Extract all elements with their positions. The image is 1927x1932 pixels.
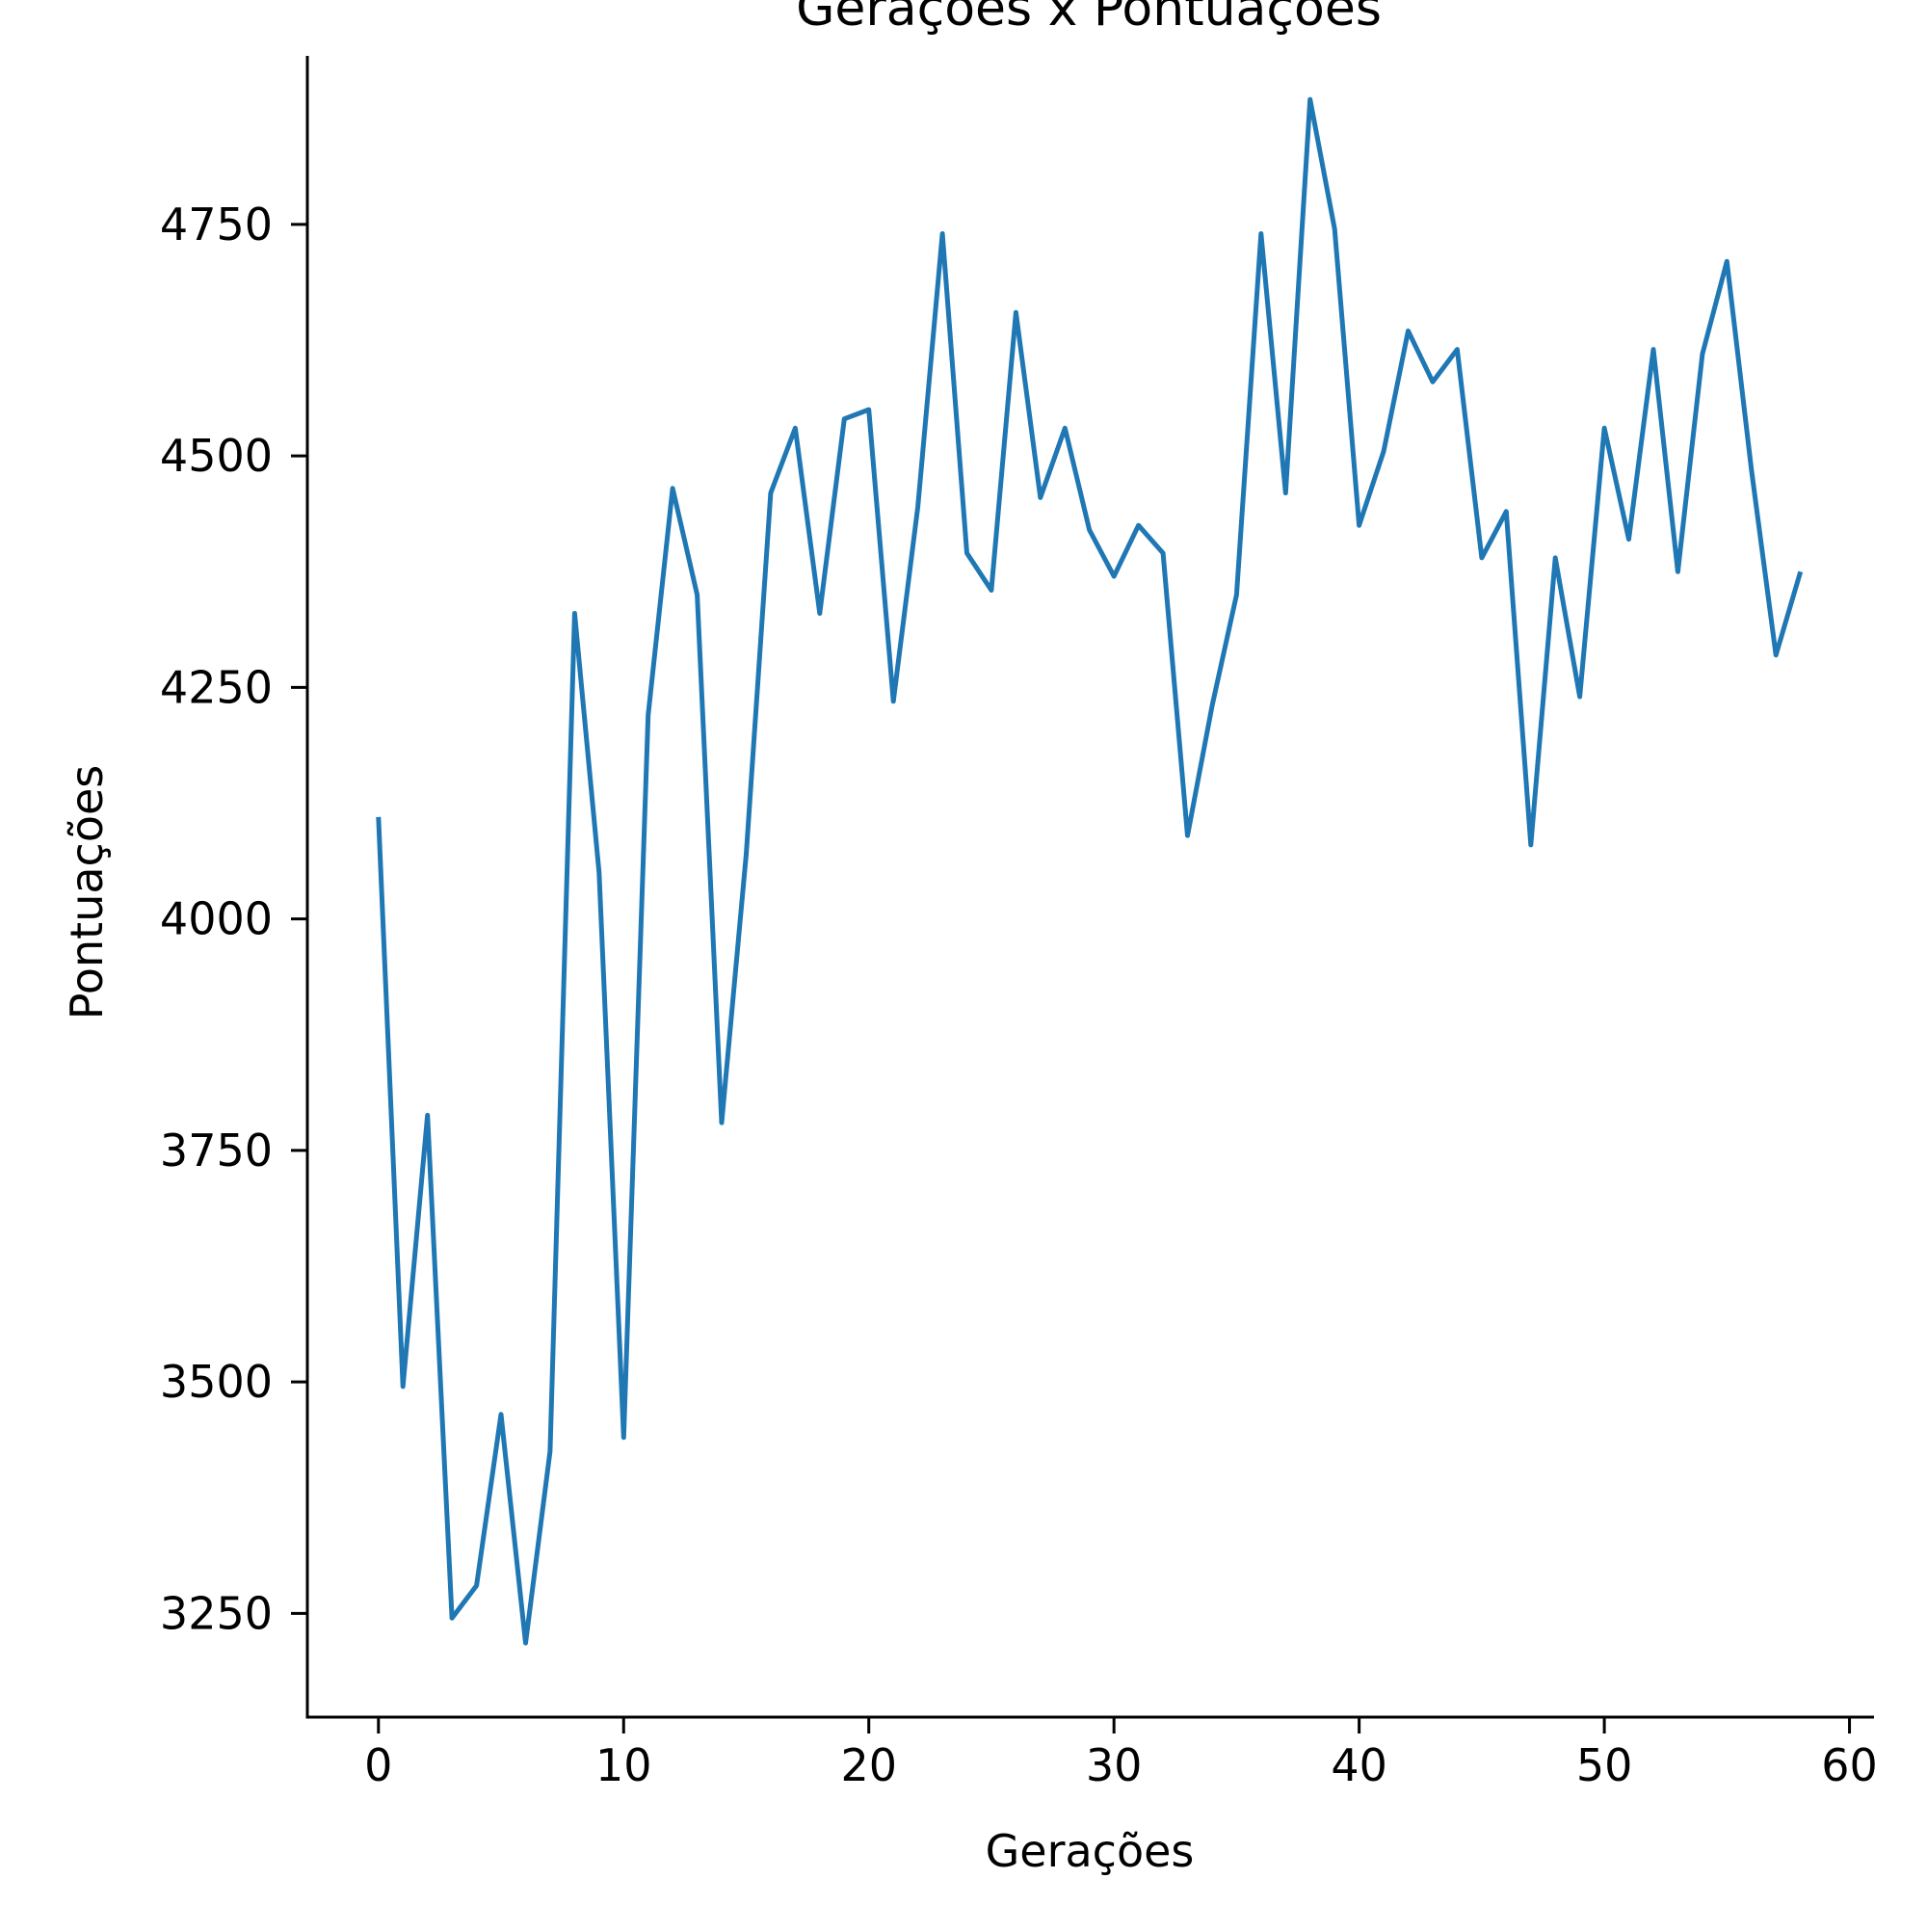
x-axis-label: Gerações [986, 1825, 1195, 1877]
chart-title: Gerações x Pontuações [796, 0, 1382, 38]
y-tick-label: 3500 [160, 1356, 273, 1408]
y-axis-label: Pontuações [61, 765, 113, 1019]
x-tick-label: 40 [1331, 1739, 1387, 1791]
y-tick-label: 3750 [160, 1125, 273, 1177]
y-tick-label: 4500 [160, 430, 273, 482]
y-tick-label: 4000 [160, 893, 273, 945]
y-tick-label: 4250 [160, 661, 273, 713]
x-tick-label: 10 [595, 1739, 652, 1791]
series-line [376, 96, 1804, 1646]
x-tick-label: 20 [840, 1739, 897, 1791]
x-ticks: 0 10 20 30 40 50 60 [364, 1717, 1878, 1791]
y-tick-label: 4750 [160, 198, 273, 251]
axes [305, 56, 1874, 1719]
x-tick-label: 0 [364, 1739, 392, 1791]
x-tick-label: 50 [1576, 1739, 1633, 1791]
x-tick-label: 60 [1821, 1739, 1878, 1791]
y-ticks: 3250 3500 3750 4000 4250 4500 4750 [160, 198, 307, 1639]
y-tick-label: 3250 [160, 1587, 273, 1639]
x-tick-label: 30 [1086, 1739, 1143, 1791]
